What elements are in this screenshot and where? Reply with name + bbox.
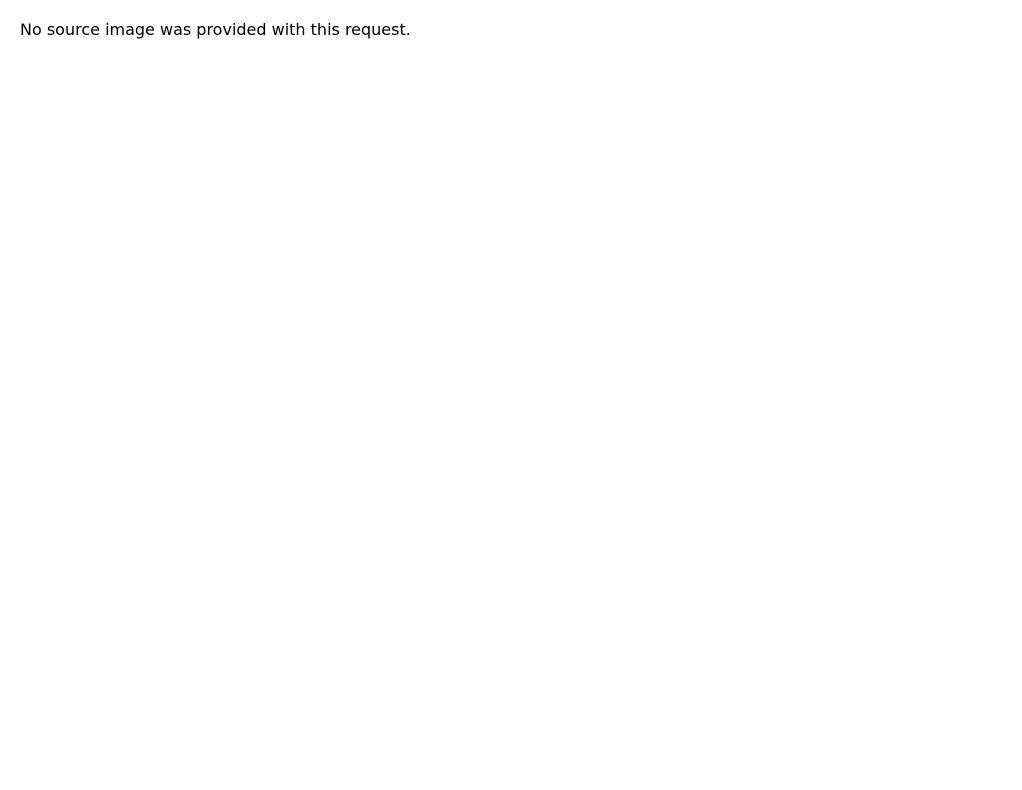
missing-image-note: No source image was provided with this r… — [20, 20, 411, 39]
